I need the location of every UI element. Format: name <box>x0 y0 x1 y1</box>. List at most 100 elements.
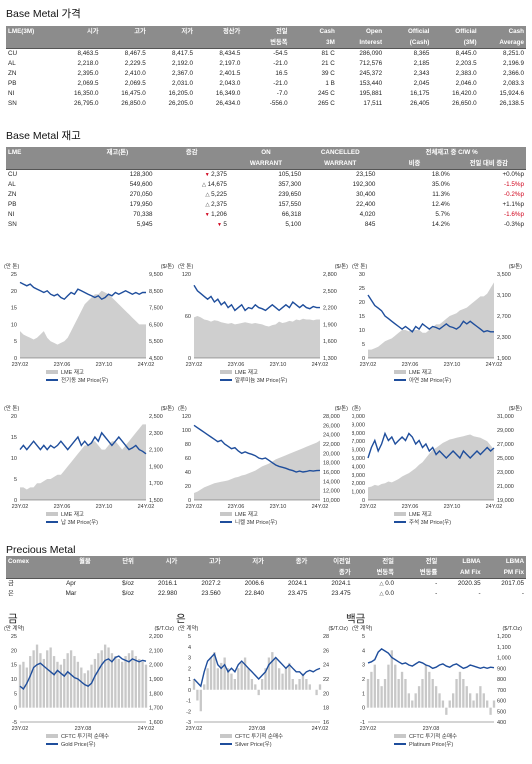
price-line <box>367 294 494 333</box>
price-cell: ZN <box>8 70 17 77</box>
x-tick-label: 23Y.10 <box>444 362 461 368</box>
price-cell: 2,367.0 <box>172 70 194 77</box>
position-bar <box>100 650 103 708</box>
position-bar <box>110 653 114 708</box>
stock-col-subheader: 비중 <box>377 158 452 170</box>
price-col-subheader <box>147 37 196 49</box>
position-bar <box>380 686 383 708</box>
position-bar <box>254 684 257 690</box>
left-tick-label: 4 <box>362 648 365 654</box>
price-cell: 195,881 <box>359 90 383 97</box>
base-chart-5-svg: (톤) ($/톤) 0 1,000 2,000 3,000 4,000 5,000 6,000 7… <box>352 405 522 526</box>
price-cell: 2,069.5 <box>124 80 146 87</box>
stock-cancelled-warrant: 30,400 <box>356 191 376 198</box>
precious-cell: 2027.2 <box>179 578 223 589</box>
right-tick-label: 29,000 <box>497 428 514 434</box>
x-tick-label: 23Y.02 <box>12 504 29 510</box>
left-unit-label: (만 계약) <box>352 624 373 632</box>
legend-price-label: Gold Price(우) <box>61 741 96 748</box>
left-unit-label: (만 계약) <box>178 624 199 632</box>
stock-share: 12.4% <box>431 201 450 208</box>
x-tick-label: 23Y.06 <box>228 362 245 368</box>
right-tick-label: 1,800 <box>149 691 163 697</box>
position-bar <box>373 664 376 708</box>
gold-label: 금 <box>8 613 18 625</box>
price-cell: 21 C <box>321 60 335 67</box>
legend-price-label: Silver Price(우) <box>235 741 272 748</box>
table-row: 은Mar$/oz22.98023.56022.84023.47523.4750.… <box>6 589 526 599</box>
stock-share-delta: -1.5%p <box>504 181 524 188</box>
right-tick-label: 400 <box>497 720 506 726</box>
x-tick-label: 23Y.02 <box>360 726 377 732</box>
position-bar <box>22 661 25 708</box>
left-tick-label: 5,000 <box>352 456 365 462</box>
price-cell: 16,475.0 <box>121 90 146 97</box>
price-cell: 2,395.0 <box>77 70 99 77</box>
x-tick-label: 23Y.08 <box>249 726 266 732</box>
left-tick-label: 5 <box>14 691 17 697</box>
table-row: NI 16,350.0 16,475.0 16,205.0 16,349.0 -7.0 24… <box>6 89 526 99</box>
price-cell: -21.0 <box>273 60 288 67</box>
stock-on-warrant: 239,650 <box>278 191 302 198</box>
price-line <box>193 652 321 688</box>
price-line <box>193 424 321 473</box>
price-col-subheader: 변동폭 <box>242 37 290 49</box>
price-cell: 26,138.5 <box>499 100 524 107</box>
price-cell: 2,046.0 <box>455 80 477 87</box>
price-cell: 265 C <box>318 100 335 107</box>
left-tick-label: 10 <box>359 328 365 334</box>
stock-change: 5 <box>155 220 229 230</box>
left-tick-label: 80 <box>185 442 191 448</box>
base-chart-2-svg: (만 톤) ($/톤) 0 5 10 15 20 25 30 1,900 2,300 2,700 3,1… <box>352 262 522 384</box>
left-tick-label: 4 <box>188 645 191 651</box>
position-bar <box>438 693 441 708</box>
stock-amount: 549,600 <box>129 181 153 188</box>
price-cell: 2,196.9 <box>502 60 524 67</box>
right-tick-label: 6,500 <box>149 322 163 328</box>
position-bar <box>308 684 311 690</box>
legend-stock-label: LME 재고 <box>409 510 432 518</box>
price-line <box>19 655 147 691</box>
price-cell: 26,405 <box>410 100 430 107</box>
right-tick-label: 2,200 <box>149 634 163 640</box>
legend-stock-label: CFTC 투기적 순매수 <box>235 732 283 740</box>
price-line <box>19 281 146 301</box>
stock-metal: PB <box>8 201 17 208</box>
right-tick-label: 3,100 <box>497 293 511 299</box>
stock-area <box>368 282 494 358</box>
silver-label: 은 <box>176 613 186 625</box>
precious-col-subheader: AM Fix <box>439 567 483 579</box>
stock-cancelled-warrant: 192,300 <box>352 181 376 188</box>
left-tick-label: 4,000 <box>352 464 365 470</box>
price-cell: 39 C <box>321 70 335 77</box>
left-tick-label: 5 <box>362 634 365 640</box>
price-cell: 8,251.0 <box>478 48 526 59</box>
price-cell: 26,434.0 <box>215 100 241 107</box>
stock-area <box>20 424 146 500</box>
stock-share: 11.3% <box>432 191 450 198</box>
position-bar <box>424 664 428 708</box>
stock-col-header: 재고(톤) <box>80 147 155 158</box>
position-bar <box>472 700 475 708</box>
price-col-subheader: 3M <box>289 37 337 49</box>
precious-cell: 2016.1 <box>135 578 180 589</box>
position-bar <box>83 673 86 708</box>
position-bar <box>93 658 97 708</box>
right-tick-label: 2,200 <box>323 306 337 312</box>
left-tick-label: 60 <box>185 314 191 320</box>
left-tick-label: -3 <box>186 720 191 726</box>
left-tick-label: 20 <box>11 289 17 295</box>
position-bar <box>86 670 90 708</box>
right-tick-label: 10,000 <box>323 498 340 504</box>
position-bar <box>196 689 199 701</box>
right-tick-label: 24,000 <box>323 433 340 439</box>
stock-col-header: ON <box>228 147 304 158</box>
price-cell: 2,366.0 <box>502 70 524 77</box>
precious-col-header: 시가 <box>135 556 180 567</box>
left-tick-label: 15 <box>11 306 17 312</box>
precious-col-header: 전일 <box>395 556 440 567</box>
stock-metal: SN <box>8 221 17 228</box>
left-unit-label: (만 톤) <box>352 262 367 270</box>
stock-share: 14.2% <box>431 221 450 228</box>
